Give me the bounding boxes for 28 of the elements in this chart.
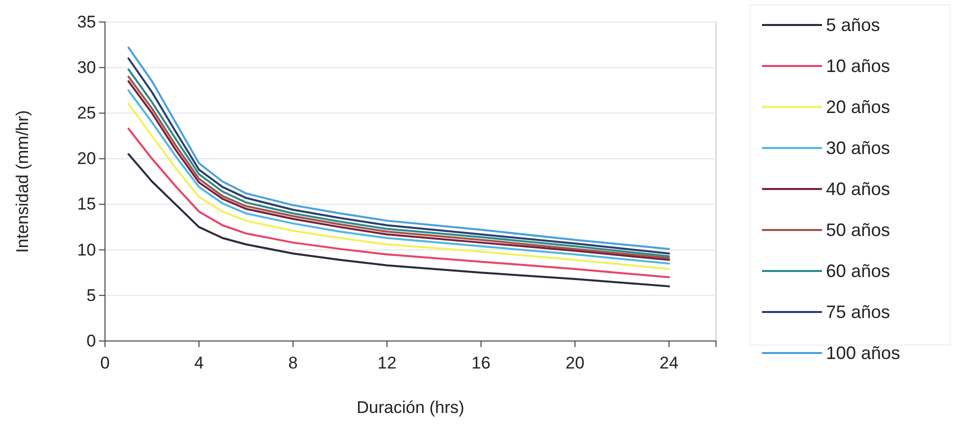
legend-label: 75 años (826, 302, 890, 322)
y-tick-label: 35 (77, 12, 96, 32)
legend-label: 50 años (826, 220, 890, 240)
legend-label: 100 años (826, 343, 900, 363)
legend-label: 10 años (826, 56, 890, 76)
x-tick-label: 4 (194, 354, 204, 373)
legend-label: 20 años (826, 97, 890, 117)
x-tick-label: 24 (660, 354, 678, 373)
line-series (128, 153, 670, 288)
legend-label: 40 años (826, 179, 890, 199)
x-tick-label: 16 (472, 354, 490, 373)
legend-label: 60 años (826, 261, 890, 281)
x-tick-label: 8 (288, 354, 298, 373)
legend-label: 5 años (826, 15, 880, 35)
y-tick-label: 20 (77, 149, 96, 168)
x-tick-label: 0 (100, 354, 110, 373)
y-tick-label: 25 (77, 104, 96, 123)
line-series (128, 128, 670, 278)
x-tick-label: 12 (378, 354, 396, 373)
x-tick-label: 20 (566, 354, 584, 373)
y-tick-label: 10 (77, 240, 96, 260)
y-tick-label: 5 (86, 286, 96, 305)
legend-label: 30 años (826, 138, 890, 158)
y-axis-title: Intensidad (mm/hr) (13, 110, 32, 253)
x-axis-title: Duración (hrs) (356, 398, 464, 417)
y-tick-label: 0 (86, 331, 96, 350)
y-tick-label: 30 (77, 58, 96, 78)
y-tick-label: 15 (77, 194, 96, 214)
